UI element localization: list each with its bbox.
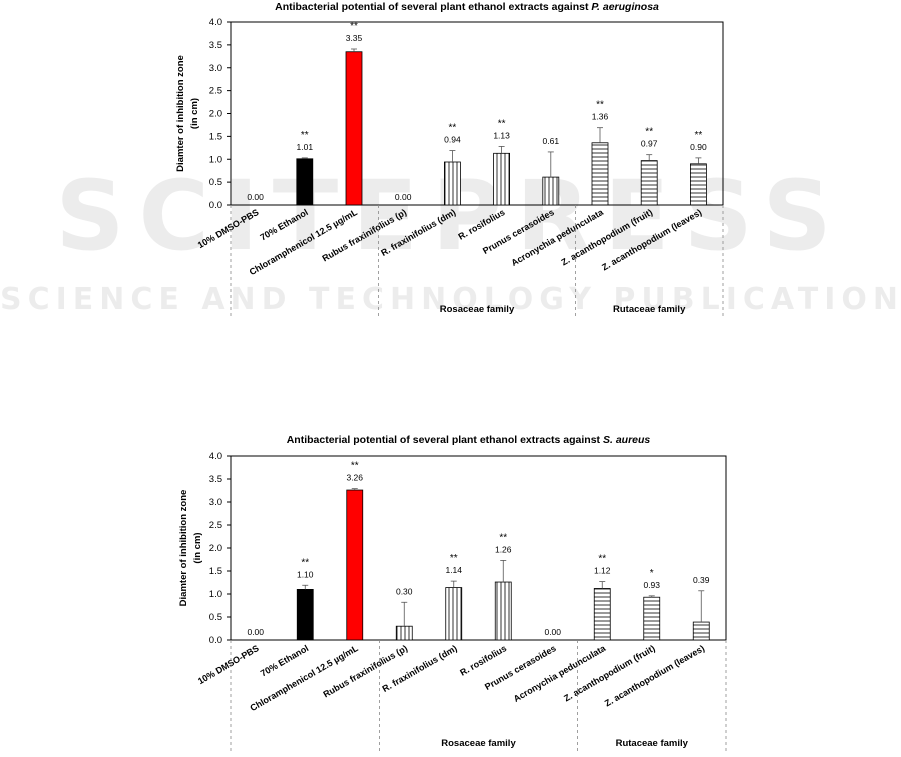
y-axis-label-unit: (in cm) <box>192 532 203 563</box>
chart-p-aeruginosa: Antibacterial potential of several plant… <box>175 1 724 318</box>
y-tick-label: 3.5 <box>209 474 222 485</box>
chart-title: Antibacterial potential of several plant… <box>275 1 659 13</box>
significance-marker: ** <box>498 118 506 129</box>
y-axis-label: Diamter of inhibition zone <box>175 55 186 172</box>
family-group-label: Rosaceae family <box>440 304 515 315</box>
data-label: 1.01 <box>297 142 314 152</box>
data-label: 1.36 <box>592 112 609 122</box>
data-label: 1.14 <box>445 565 462 575</box>
significance-marker: ** <box>350 21 358 32</box>
category-label: 10% DMSO-PBS <box>196 643 261 686</box>
y-tick-label: 3.5 <box>209 40 222 51</box>
bar <box>690 163 707 206</box>
y-tick-label: 1.5 <box>209 131 222 142</box>
category-label: Acronychia pedunculata <box>509 207 605 268</box>
bar <box>296 589 314 641</box>
data-label: 1.10 <box>297 569 314 579</box>
bar <box>692 621 710 641</box>
y-tick-label: 4.0 <box>209 451 222 462</box>
data-label: 0.00 <box>247 627 264 637</box>
chart-title: Antibacterial potential of several plant… <box>287 434 651 446</box>
category-label: Acronychia pedunculata <box>512 643 608 704</box>
significance-marker: * <box>650 568 654 579</box>
category-label: Z. acanthopodium (fruit) <box>562 643 657 703</box>
data-label: 3.35 <box>346 33 363 43</box>
y-tick-label: 0.0 <box>209 635 222 646</box>
bar <box>345 51 363 206</box>
significance-marker: ** <box>449 123 457 134</box>
chart-title-prefix: Antibacterial potential of several plant… <box>287 434 603 446</box>
bar <box>542 176 560 206</box>
category-label: Rubus fraxinifolius (p) <box>320 207 408 263</box>
data-label: 0.90 <box>690 142 707 152</box>
family-group-label: Rutaceae family <box>613 304 686 315</box>
data-label: 1.13 <box>493 130 510 140</box>
bar <box>640 160 658 206</box>
significance-marker: ** <box>301 130 309 141</box>
data-label: 0.61 <box>543 136 560 146</box>
significance-marker: ** <box>645 127 653 138</box>
y-axis-label: Diamter of inhibition zone <box>178 490 189 607</box>
y-tick-label: 2.0 <box>209 543 222 554</box>
bar <box>296 158 314 206</box>
y-tick-label: 2.0 <box>209 109 222 120</box>
y-tick-label: 0.5 <box>209 177 222 188</box>
significance-marker: ** <box>301 557 309 568</box>
data-label: 0.00 <box>544 627 561 637</box>
family-group-label: Rutaceae family <box>616 738 689 749</box>
category-label: Rubus fraxinifolius (p) <box>322 643 410 699</box>
bar <box>643 596 661 641</box>
data-label: 0.94 <box>444 135 461 145</box>
y-tick-label: 1.5 <box>209 566 222 577</box>
bar <box>591 142 609 206</box>
y-tick-label: 1.0 <box>209 154 222 165</box>
significance-marker: ** <box>695 130 703 141</box>
y-tick-label: 0.0 <box>209 200 222 211</box>
data-label: 1.12 <box>594 566 611 576</box>
data-label: 0.00 <box>247 192 264 202</box>
family-group-label: Rosaceae family <box>441 738 516 749</box>
bar <box>493 152 511 206</box>
y-tick-label: 2.5 <box>209 520 222 531</box>
y-tick-label: 3.0 <box>209 497 222 508</box>
y-tick-label: 2.5 <box>209 86 222 97</box>
data-label: 0.00 <box>395 192 412 202</box>
bar <box>494 581 512 641</box>
data-label: 0.93 <box>643 580 660 590</box>
y-tick-label: 0.5 <box>209 612 222 623</box>
category-label: 10% DMSO-PBS <box>196 207 261 250</box>
significance-marker: ** <box>351 461 359 472</box>
y-tick-label: 4.0 <box>209 17 222 28</box>
data-label: 0.39 <box>693 575 710 585</box>
chart-s-aureus: Antibacterial potential of several plant… <box>178 434 727 753</box>
data-label: 0.30 <box>396 586 413 596</box>
chart-title-species: P. aeruginosa <box>591 1 659 13</box>
y-axis-label-unit: (in cm) <box>189 98 200 129</box>
bar <box>346 489 364 641</box>
significance-marker: ** <box>596 100 604 111</box>
significance-marker: ** <box>499 532 507 543</box>
chart-title-prefix: Antibacterial potential of several plant… <box>275 1 591 13</box>
y-tick-label: 1.0 <box>209 589 222 600</box>
data-label: 0.97 <box>641 139 658 149</box>
bar <box>395 625 413 641</box>
data-label: 3.26 <box>346 473 363 483</box>
category-label: Z. acanthopodium (fruit) <box>560 207 655 267</box>
bar <box>445 587 463 641</box>
data-label: 1.26 <box>495 544 512 554</box>
y-tick-label: 3.0 <box>209 63 222 74</box>
significance-marker: ** <box>450 553 458 564</box>
chart-title-species: S. aureus <box>603 434 650 446</box>
significance-marker: ** <box>598 554 606 565</box>
bar <box>443 161 461 206</box>
bar <box>593 588 611 641</box>
